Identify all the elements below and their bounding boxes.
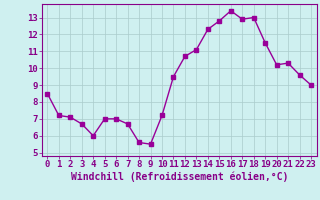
X-axis label: Windchill (Refroidissement éolien,°C): Windchill (Refroidissement éolien,°C) xyxy=(70,172,288,182)
